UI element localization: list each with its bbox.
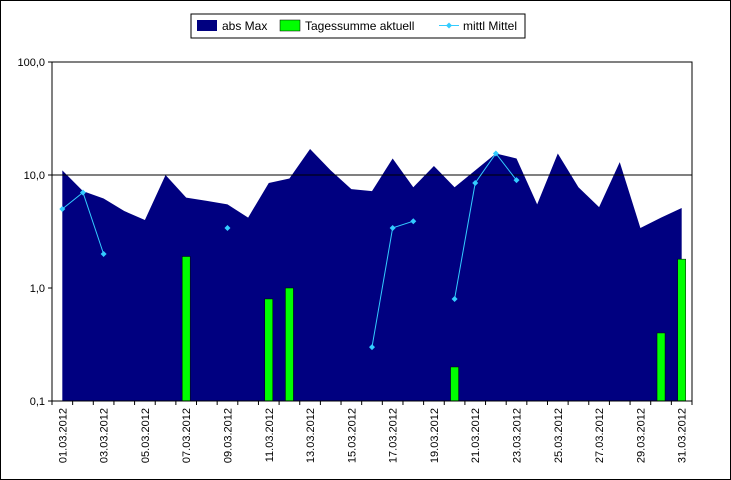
tagessumme-bar — [285, 287, 294, 402]
x-tick-label: 29.03.2012 — [635, 408, 647, 463]
legend-swatch-tagessumme — [279, 19, 301, 32]
mittl-mittel-point — [389, 224, 396, 231]
x-tick-label: 07.03.2012 — [181, 408, 193, 463]
abs-max-area — [62, 148, 682, 401]
x-tick-label: 05.03.2012 — [140, 408, 152, 463]
y-tick-label: 100,0 — [17, 57, 45, 69]
legend-swatch-mittl-mittel-marker — [446, 22, 452, 29]
mittl-mittel-point — [472, 179, 479, 186]
mittl-mittel-point — [224, 224, 231, 231]
mittl-mittel-point — [59, 206, 66, 213]
mittl-mittel-point — [492, 150, 499, 157]
mittl-mittel-point — [79, 189, 86, 196]
x-tick-label: 01.03.2012 — [57, 408, 69, 463]
tagessumme-bar — [677, 258, 686, 402]
legend-box — [190, 13, 526, 39]
mittl-mittel-point — [410, 218, 417, 225]
legend-swatch-abs-max — [197, 20, 217, 31]
x-tick-label: 13.03.2012 — [305, 408, 317, 463]
x-tick-label: 23.03.2012 — [512, 408, 524, 463]
x-tick-label: 11.03.2012 — [264, 408, 276, 462]
y-tick-label: 10,0 — [24, 170, 45, 182]
x-tick-label: 15.03.2012 — [346, 408, 358, 463]
x-tick-label: 03.03.2012 — [99, 408, 111, 463]
tagessumme-bar — [264, 298, 274, 402]
mittl-mittel-point — [513, 177, 520, 184]
x-tick-label: 31.03.2012 — [677, 408, 689, 463]
mittl-mittel-point — [369, 344, 375, 351]
tagessumme-bar — [181, 256, 191, 402]
tagessumme-bar — [656, 332, 666, 402]
tagessumme-bar — [450, 366, 459, 402]
x-tick-label: 09.03.2012 — [222, 408, 234, 463]
mittl-mittel-line — [454, 152, 517, 300]
y-tick-label: 1,0 — [30, 283, 45, 295]
legend-label-tagessumme: Tagessumme aktuell — [305, 19, 414, 33]
legend-label-abs-max: abs Max — [222, 19, 267, 33]
x-tick-label: 25.03.2012 — [553, 408, 565, 463]
y-tick-label: 0,1 — [30, 396, 45, 408]
x-tick-label: 21.03.2012 — [470, 408, 482, 463]
legend-label-mittl-mittel: mittl Mittel — [463, 19, 517, 33]
x-tick-label: 17.03.2012 — [388, 408, 400, 463]
x-tick-label: 19.03.2012 — [429, 408, 441, 463]
x-tick-label: 27.03.2012 — [594, 408, 606, 463]
mittl-mittel-point — [100, 250, 107, 257]
mittl-mittel-point — [451, 295, 458, 302]
